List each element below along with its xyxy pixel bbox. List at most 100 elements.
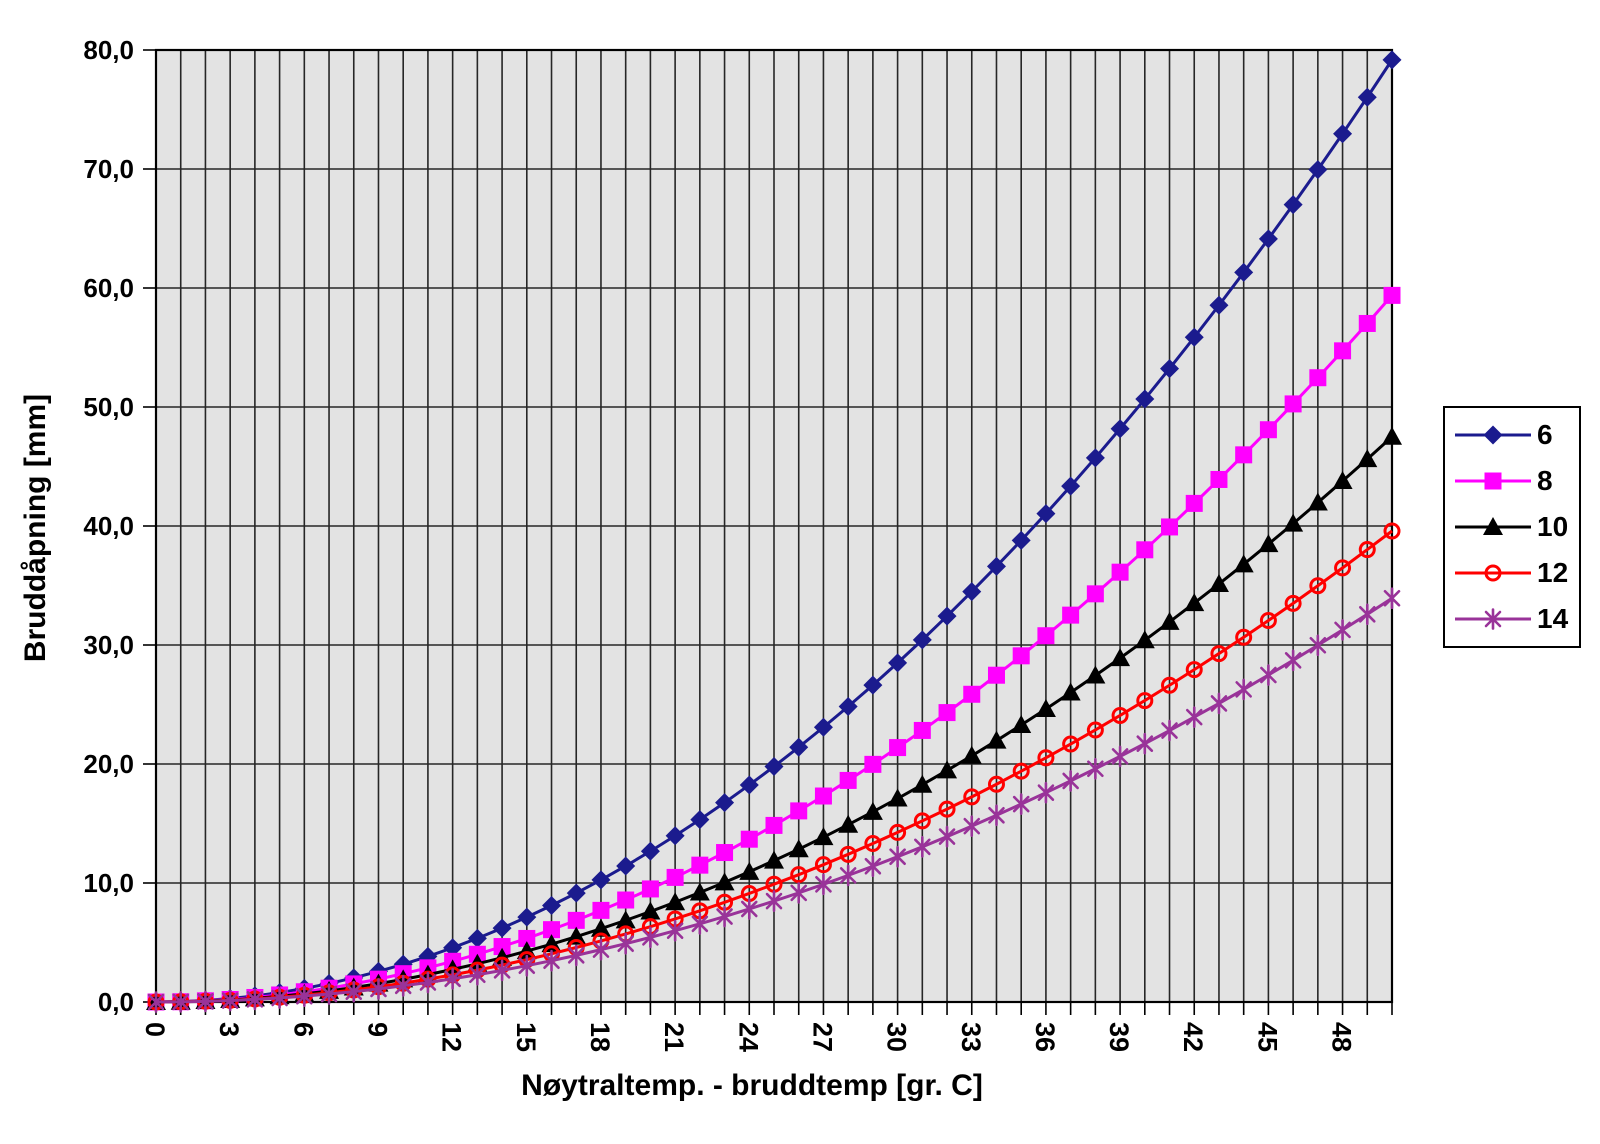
series-10-marker xyxy=(665,892,686,911)
series-6-marker xyxy=(1258,229,1278,249)
series-14-marker xyxy=(617,932,634,955)
series-10-marker xyxy=(961,745,982,764)
series-8-marker xyxy=(567,911,585,929)
series-10-marker xyxy=(689,882,710,901)
series-14-marker xyxy=(444,967,461,990)
series-12-marker xyxy=(1309,577,1327,595)
series-8-marker xyxy=(641,880,659,898)
series-6-marker xyxy=(517,907,537,927)
series-14-marker xyxy=(320,983,338,1005)
series-6-marker xyxy=(1283,195,1303,215)
series-8-marker xyxy=(1136,541,1154,559)
series-12-marker xyxy=(987,775,1005,793)
legend-item-12: 12 xyxy=(1453,556,1579,590)
series-12-marker xyxy=(1235,628,1253,646)
series-8-marker xyxy=(1235,446,1253,464)
legend-item-6: 6 xyxy=(1453,418,1579,452)
series-10-marker xyxy=(764,850,784,869)
series-10-marker xyxy=(912,774,933,793)
series-8-marker xyxy=(666,868,684,886)
series-12-marker xyxy=(839,845,857,863)
series-14-marker xyxy=(296,985,313,1007)
legend-marker-14 xyxy=(1484,608,1502,630)
series-12-marker xyxy=(1284,594,1302,612)
legend-sample-6 xyxy=(1455,425,1531,445)
series-14-marker xyxy=(988,804,1005,827)
series-14-marker xyxy=(246,988,264,1011)
series-10-marker xyxy=(739,861,760,880)
series-12-marker xyxy=(963,788,981,806)
series-6-marker xyxy=(1357,87,1377,107)
series-8-marker xyxy=(1161,518,1179,536)
series-12-marker xyxy=(1383,522,1401,540)
series-14-marker xyxy=(839,864,857,887)
series-8-marker xyxy=(765,816,783,834)
x-axis-title: Nøytraltemp. - bruddtemp [gr. C] xyxy=(521,1069,983,1102)
series-14-marker xyxy=(790,882,808,904)
series-14-marker xyxy=(221,989,239,1012)
series-10-marker xyxy=(986,730,1007,749)
series-8-marker xyxy=(1309,369,1327,387)
series-10-marker xyxy=(1011,714,1032,733)
series-6-marker xyxy=(1110,419,1130,439)
series-8-marker xyxy=(1185,494,1203,512)
series-12-marker xyxy=(1136,692,1154,710)
series-8-marker xyxy=(716,844,734,862)
series-14-marker xyxy=(172,991,190,1013)
series-6-marker xyxy=(1135,389,1155,409)
series-14-marker xyxy=(197,990,214,1013)
legend-marker-8 xyxy=(1484,472,1502,490)
series-6-marker xyxy=(838,697,858,717)
series-10-marker xyxy=(615,910,636,929)
series-8-marker xyxy=(814,787,832,805)
series-14-marker xyxy=(543,949,560,972)
series-6-marker xyxy=(715,793,735,813)
series-14-marker xyxy=(642,926,659,949)
series-14-marker xyxy=(493,959,511,982)
series-8-marker xyxy=(617,891,635,909)
series-14-marker xyxy=(271,987,288,1009)
series-12-marker xyxy=(1086,721,1104,739)
series-8-marker xyxy=(839,771,857,789)
legend-label-10: 10 xyxy=(1537,511,1569,542)
series-8-marker xyxy=(691,856,709,874)
series-14-marker xyxy=(889,845,906,868)
series-10-marker xyxy=(862,801,883,820)
series-8-marker xyxy=(1037,627,1055,645)
series-6-marker xyxy=(962,582,982,602)
series-14-marker xyxy=(370,978,387,1000)
series-14-marker xyxy=(1037,781,1055,804)
series-10-marker xyxy=(1233,554,1254,573)
series-6-marker xyxy=(937,606,957,626)
plot-border xyxy=(154,48,1394,1004)
y-tick-label: 10,0 xyxy=(83,868,134,898)
legend-sample-14 xyxy=(1455,608,1531,630)
series-14-marker xyxy=(518,954,536,977)
legend-label-14: 14 xyxy=(1537,603,1569,634)
series-6-marker xyxy=(789,737,809,757)
x-tick-label: 45 xyxy=(1252,1022,1282,1052)
legend-marker-10 xyxy=(1483,517,1503,535)
series-12-marker xyxy=(1012,762,1030,780)
series-14-marker xyxy=(691,913,709,935)
series-8-marker xyxy=(1210,470,1228,488)
legend-item-10: 10 xyxy=(1453,510,1579,544)
x-tick-label: 0 xyxy=(140,1022,170,1037)
series-10-marker xyxy=(788,839,809,858)
legend-sample-8 xyxy=(1455,472,1531,490)
series-8-marker xyxy=(889,739,907,757)
y-tick-label: 80,0 xyxy=(83,35,134,65)
series-8-marker xyxy=(913,721,931,739)
series-12-marker xyxy=(814,856,832,874)
series-8-marker xyxy=(1062,606,1080,624)
series-8-marker xyxy=(938,704,956,722)
legend-sample-10 xyxy=(1455,517,1531,535)
x-tick-label: 6 xyxy=(288,1022,318,1037)
y-tick-label: 40,0 xyxy=(83,511,134,541)
series-6-marker xyxy=(665,826,685,846)
series-6-marker xyxy=(443,938,463,958)
series-14-marker xyxy=(1087,757,1104,780)
series-14-marker xyxy=(1012,793,1030,815)
